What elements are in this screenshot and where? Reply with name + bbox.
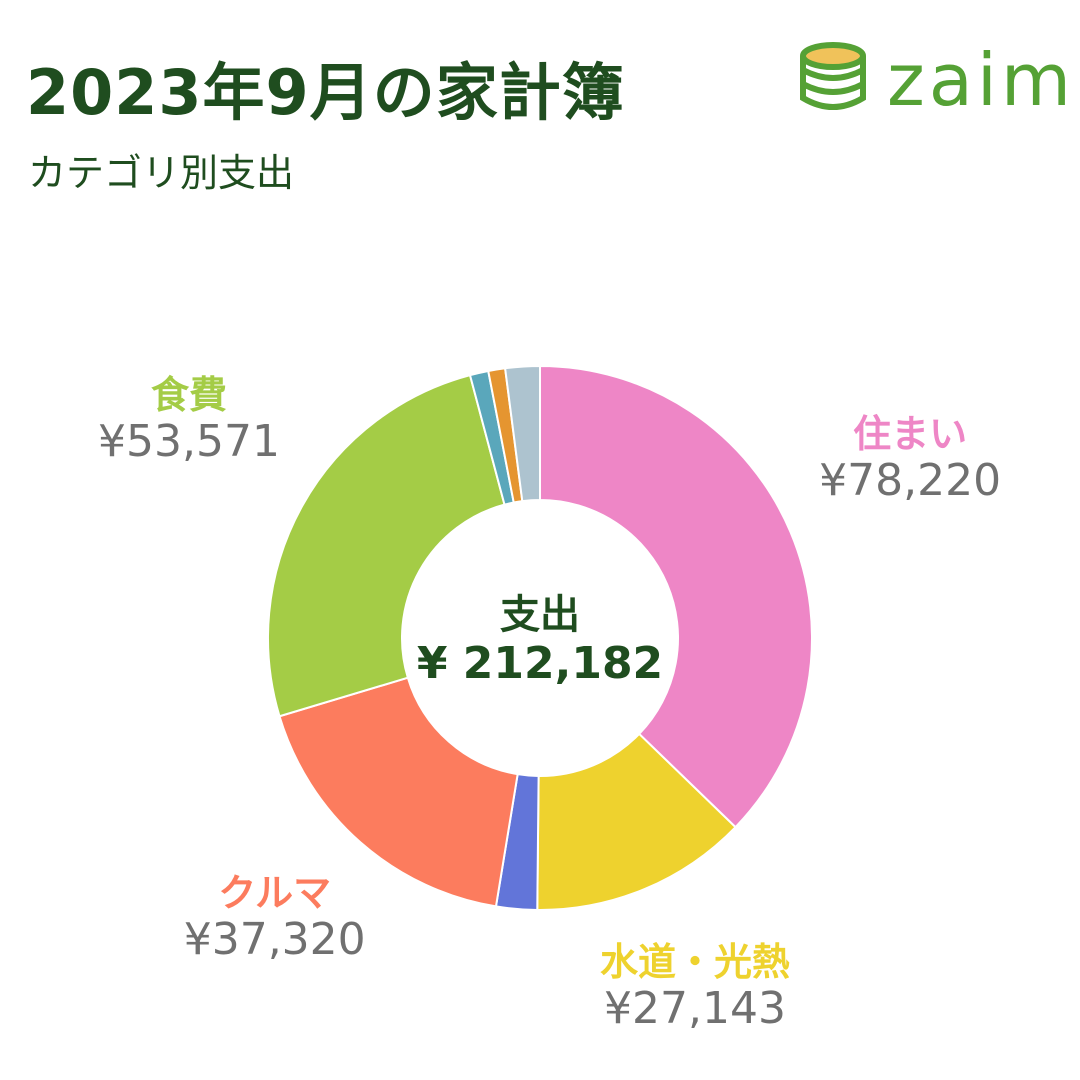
pie-slice (539, 364, 813, 829)
center-label: 支出 (500, 592, 580, 638)
slice-value-label: ¥53,571 (98, 415, 280, 467)
page-title: 2023年9月の家計簿 (26, 56, 625, 129)
page-subtitle: カテゴリ別支出 (28, 151, 295, 195)
slice-value-label: ¥37,320 (183, 914, 366, 966)
slice-value-label: ¥27,143 (604, 982, 786, 1034)
slice-value-label: ¥78,220 (819, 455, 1002, 507)
slice-label: 食費 (151, 372, 228, 417)
pie-slice (267, 373, 506, 718)
logo-text: zaim (887, 38, 1076, 122)
pie-slice (503, 364, 541, 503)
slice-label: クルマ (218, 871, 332, 916)
slice-label: 住まい (853, 412, 968, 457)
coin-stack-icon (800, 42, 866, 110)
slice-label: 水道・光熱 (600, 939, 791, 984)
zaim-logo: zaim (795, 38, 1071, 122)
pie-slice (278, 676, 519, 908)
center-total: ¥ 212,182 (416, 638, 664, 689)
pie-slice (536, 732, 737, 911)
